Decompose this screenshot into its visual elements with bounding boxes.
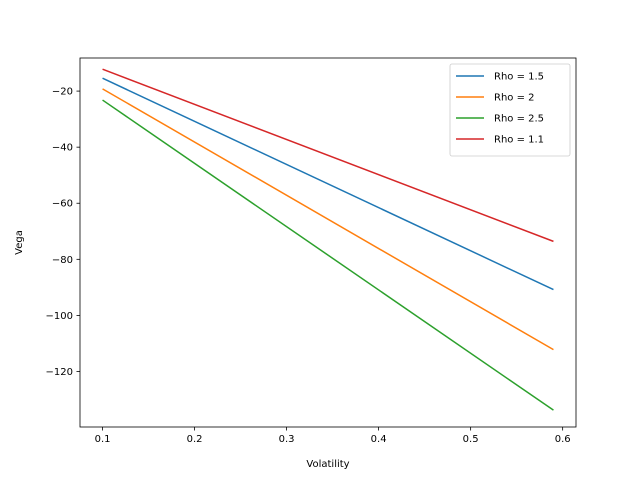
legend-frame (449, 63, 571, 157)
x-tick-label: 0.1 (95, 434, 111, 445)
x-tick-label: 0.3 (279, 434, 295, 445)
x-tick-label: 0.5 (463, 434, 479, 445)
legend-label-1: Rho = 2 (494, 93, 535, 104)
x-axis-label: Volatility (306, 459, 349, 470)
series-line-1 (102, 88, 554, 351)
y-tick-label: −40 (52, 143, 73, 154)
y-tick-label: −100 (46, 311, 73, 322)
y-axis-ticks: −120 −100 −80 −60 −40 −20 (46, 87, 80, 378)
series-line-2 (102, 99, 554, 411)
x-tick-label: 0.6 (555, 434, 571, 445)
x-tick-label: 0.2 (187, 434, 203, 445)
legend: Rho = 1.5 Rho = 2 Rho = 2.5 Rho = 1.1 (449, 63, 571, 157)
y-tick-label: −60 (52, 199, 73, 210)
legend-label-2: Rho = 2.5 (494, 114, 544, 125)
y-tick-label: −20 (52, 87, 73, 98)
x-axis-ticks: 0.1 0.2 0.3 0.4 0.5 0.6 (95, 427, 571, 445)
legend-label-3: Rho = 1.1 (494, 135, 544, 146)
legend-label-0: Rho = 1.5 (494, 72, 544, 83)
series-line-0 (102, 77, 554, 291)
x-tick-label: 0.4 (371, 434, 387, 445)
y-tick-label: −80 (52, 255, 73, 266)
series-line-3 (102, 68, 554, 243)
y-tick-label: −120 (46, 367, 73, 378)
y-axis-label: Vega (14, 230, 25, 255)
plot-frame (79, 57, 577, 428)
series-lines (102, 68, 554, 411)
